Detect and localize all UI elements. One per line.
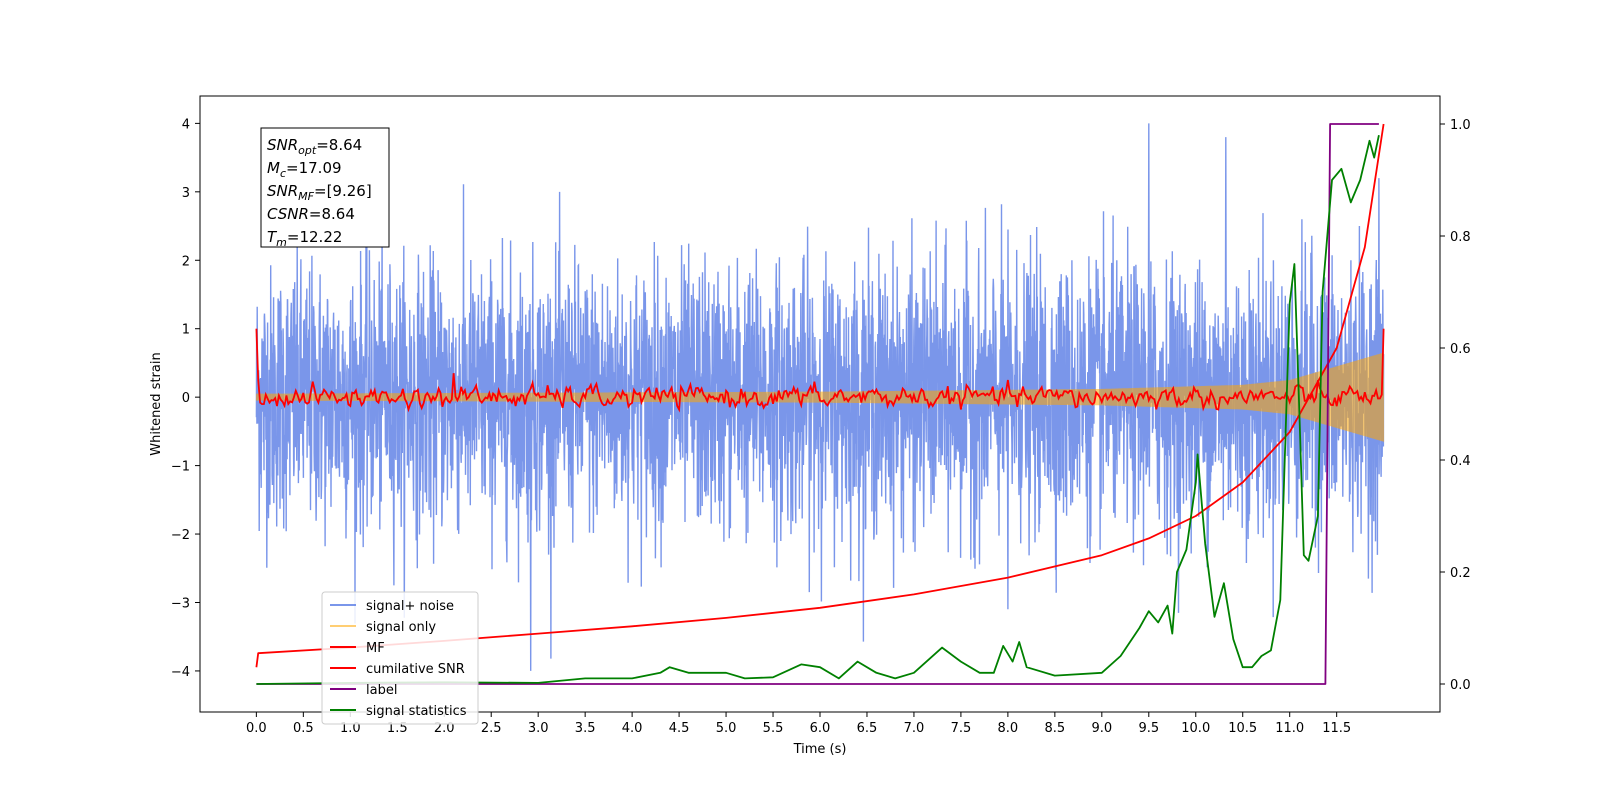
y2-tick-label: 0.0 xyxy=(1450,678,1471,693)
x-tick-label: 11.0 xyxy=(1275,721,1304,736)
series-signal-noise-line xyxy=(255,123,1385,671)
legend-label: label xyxy=(366,683,397,698)
annotation-line: CSNR=8.64 xyxy=(267,205,355,223)
legend-label: signal only xyxy=(366,620,436,635)
y2-tick-label: 0.4 xyxy=(1450,454,1471,469)
x-tick-label: 9.5 xyxy=(1138,721,1159,736)
x-tick-label: 1.5 xyxy=(387,721,408,736)
annotation-box-frame xyxy=(260,127,390,248)
y-tick-label: 1 xyxy=(182,323,190,338)
y2-tick-label: 0.8 xyxy=(1450,230,1471,245)
x-tick-label: 0.5 xyxy=(293,721,314,736)
x-tick-label: 9.0 xyxy=(1091,721,1112,736)
legend-label: cumilative SNR xyxy=(366,662,465,677)
y-axis-left: −4 −3 −2 −1 0 1 2 3 4 xyxy=(171,117,200,680)
y-tick-label: −3 xyxy=(171,596,190,611)
x-tick-label: 8.0 xyxy=(998,721,1019,736)
x-tick-label: 10.5 xyxy=(1228,721,1257,736)
x-axis-label: Time (s) xyxy=(793,742,847,757)
x-tick-label: 5.0 xyxy=(716,721,737,736)
legend-label: signal statistics xyxy=(366,704,467,719)
y-axis-label: Whitened strain xyxy=(149,352,164,455)
x-tick-label: 6.0 xyxy=(810,721,831,736)
y-tick-label: −2 xyxy=(171,528,190,543)
annotation-line: SNRMF=[9.26] xyxy=(267,182,372,203)
y-tick-label: 4 xyxy=(182,117,190,132)
y2-tick-label: 0.6 xyxy=(1450,342,1471,357)
legend-label: MF xyxy=(366,641,385,656)
legend-label: signal+ noise xyxy=(366,599,454,614)
x-tick-label: 11.5 xyxy=(1322,721,1351,736)
y-tick-label: −1 xyxy=(171,460,190,475)
y-tick-label: 2 xyxy=(182,254,190,269)
series-signal-statistics-line xyxy=(256,135,1380,685)
x-tick-label: 8.5 xyxy=(1045,721,1066,736)
y-tick-label: 3 xyxy=(182,186,190,201)
y-tick-label: −4 xyxy=(171,665,190,680)
plot-area xyxy=(255,123,1385,685)
x-tick-label: 7.5 xyxy=(951,721,972,736)
y-tick-label: 0 xyxy=(182,391,190,406)
y2-tick-label: 1.0 xyxy=(1450,118,1471,133)
x-tick-label: 4.5 xyxy=(669,721,690,736)
legend-frame xyxy=(321,591,479,725)
x-axis: 0.0 0.5 1.0 1.5 2.0 2.5 3.0 3.5 4.0 4.5 5.0 5.5 6.0 6… xyxy=(246,712,1351,736)
annotation-line: Tm=12.22 xyxy=(267,228,342,249)
series-label-line xyxy=(256,123,1379,685)
x-tick-label: 2.0 xyxy=(434,721,455,736)
annotation-line: Mc=17.09 xyxy=(267,159,342,180)
x-tick-label: 0.0 xyxy=(246,721,267,736)
legend: signal+ noise signal only MF cumilative SNR… xyxy=(321,591,479,725)
y-axis-right: 0.0 0.2 0.4 0.6 0.8 1.0 xyxy=(1440,118,1471,693)
x-tick-label: 2.5 xyxy=(481,721,502,736)
x-tick-label: 7.0 xyxy=(904,721,925,736)
y2-tick-label: 0.2 xyxy=(1450,566,1471,581)
x-tick-label: 6.5 xyxy=(857,721,878,736)
x-tick-label: 1.0 xyxy=(340,721,361,736)
x-tick-label: 3.5 xyxy=(575,721,596,736)
annotation-line: SNRopt=8.64 xyxy=(267,136,362,157)
x-tick-label: 4.0 xyxy=(622,721,643,736)
x-tick-label: 5.5 xyxy=(763,721,784,736)
x-tick-label: 3.0 xyxy=(528,721,549,736)
x-tick-label: 10.0 xyxy=(1181,721,1210,736)
series-mf-line xyxy=(255,328,1385,413)
